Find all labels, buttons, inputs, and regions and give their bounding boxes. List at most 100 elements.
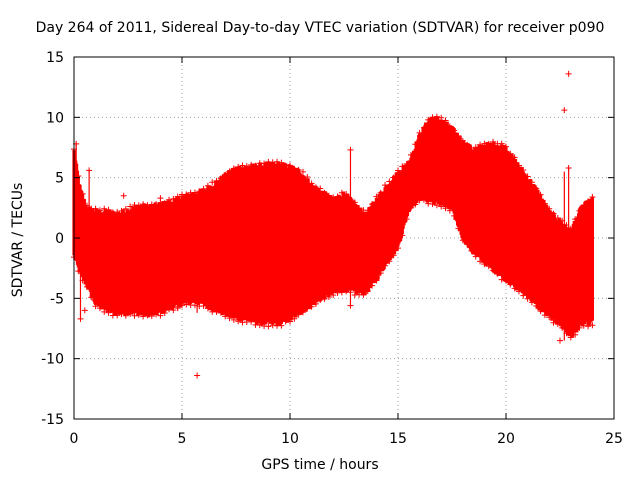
sdtvar-point [174,193,181,200]
sdtvar-point [191,189,198,196]
sdtvar-point [567,334,574,341]
sdtvar-point [451,212,458,219]
sdtvar-point [446,123,453,130]
sdtvar-point [554,321,561,328]
sdtvar-point [498,276,505,283]
sdtvar-point [213,177,220,184]
sdtvar-point [528,179,535,186]
sdtvar-point [204,305,211,312]
x-tick-label: 5 [178,431,187,447]
sdtvar-point [382,262,389,269]
sdtvar-point [412,201,419,208]
sdtvar-point [92,205,99,212]
sdtvar-point [561,107,568,114]
sdtvar-point [179,302,185,309]
sdtvar-point [481,261,488,268]
sdtvar-point [343,191,350,198]
sdtvar-point [386,258,393,265]
sdtvar-point [455,225,462,232]
sdtvar-point [399,163,406,170]
sdtvar-point [83,283,90,290]
sdtvar-point [161,200,168,207]
sdtvar-point [321,295,328,302]
sdtvar-point [515,288,522,295]
sdtvar-point [114,208,121,215]
sdtvar-point [252,162,259,169]
sdtvar-point [507,281,514,288]
x-tick-label: 0 [70,431,79,447]
sdtvar-point [429,200,436,207]
sdtvar-point [105,206,112,213]
sdtvar-point [507,150,514,157]
sdtvar-point [299,168,306,175]
sdtvar-point [446,207,453,214]
sdtvar-point [235,318,242,325]
sdtvar-point [494,270,501,277]
sdtvar-point [243,163,250,170]
sdtvar-point [390,252,397,259]
chart-title: Day 264 of 2011, Sidereal Day-to-day VTE… [35,20,605,36]
x-axis-label: GPS time / hours [261,457,379,473]
sdtvar-point [144,202,151,209]
sdtvar-point [295,166,302,173]
sdtvar-point [209,179,216,186]
sdtvar-point [79,190,86,197]
sdtvar-point [429,114,436,121]
sdtvar-point [576,324,583,331]
sdtvar-point [291,165,298,172]
sdtvar-point [88,294,95,301]
sdtvar-point [386,178,393,185]
sdtvar-point [278,159,285,166]
sdtvar-point [304,174,311,181]
sdtvar-point [433,113,440,120]
sdtvar-point [295,311,302,318]
sdtvar-point [425,116,432,123]
sdtvar-point [226,168,233,175]
sdtvar-point [585,198,592,205]
sdtvar-point [105,309,112,316]
sdtvar-point [377,189,384,196]
sdtvar-point [490,267,497,274]
sdtvar-point [334,193,341,200]
sdtvar-point [256,322,263,329]
sdtvar-point [477,141,484,148]
sdtvar-point [174,303,181,310]
sdtvar-point [390,174,397,181]
sdtvar-point [537,191,544,198]
sdtvar-point [464,141,471,148]
sdtvar-point [511,285,518,292]
y-tick-label: 0 [55,231,64,247]
sdtvar-point [312,184,319,191]
sdtvar-point [520,292,527,299]
sdtvar-point [369,282,376,289]
sdtvar-point [464,241,471,248]
sdtvar-point [524,173,531,180]
sdtvar-point [196,188,203,195]
sdtvar-point [194,372,201,379]
sdtvar-point [364,288,371,295]
x-tick-label: 15 [389,431,407,447]
sdtvar-point [101,205,108,212]
sdtvar-point [200,303,207,310]
sdtvar-point [550,210,557,217]
sdtvar-point [546,314,553,321]
sdtvar-point [140,201,147,208]
sdtvar-point [541,200,548,207]
sdtvar-point [304,305,311,312]
sdtvar-point [511,154,518,161]
sdtvar-point [120,192,127,199]
sdtvar-point [537,308,544,315]
sdtvar-point [403,160,410,167]
sdtvar-point [360,291,367,298]
sdtvar-point [412,141,419,148]
sdtvar-point [433,202,440,209]
sdtvar-point [299,309,306,316]
sdtvar-point [485,140,492,147]
sdtvar-point [118,207,125,214]
sdtvar-point [127,310,134,317]
sdtvar-point [373,193,380,200]
sdtvar-point [565,70,572,77]
sdtvar-point [140,313,147,320]
sdtvar-point [403,216,410,223]
sdtvar-point [321,189,328,196]
